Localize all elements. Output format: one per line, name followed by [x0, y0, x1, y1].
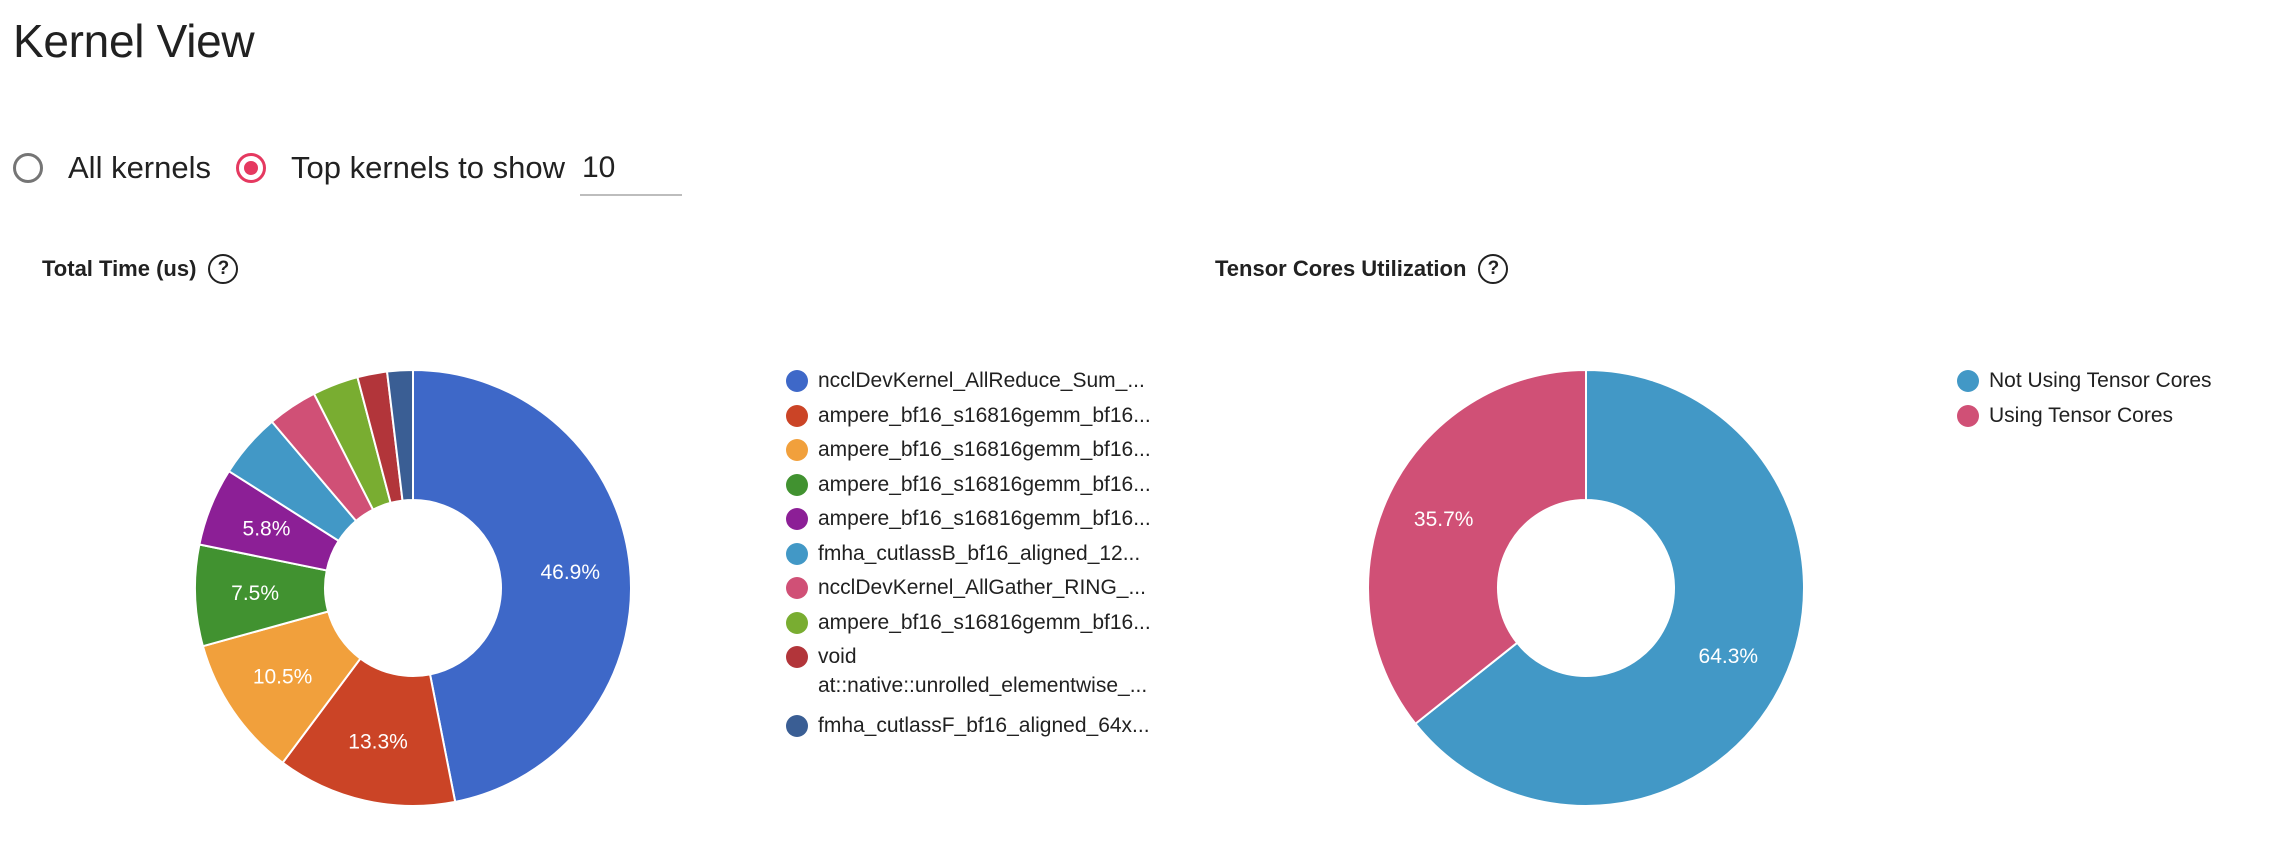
legend-swatch — [786, 473, 808, 496]
legend-item[interactable]: ncclDevKernel_AllGather_RING_... — [786, 573, 1146, 602]
pie-slice[interactable] — [1367, 368, 1587, 726]
legend-label: fmha_cutlassF_bf16_aligned_64x... — [818, 714, 1150, 737]
all-kernels-radio[interactable]: All kernels — [13, 146, 211, 190]
legend-swatch — [786, 646, 808, 668]
legend-label: ampere_bf16_s16816gemm_bf16... — [818, 403, 1151, 427]
legend-label: ncclDevKernel_AllReduce_Sum_... — [818, 369, 1145, 392]
total-time-title-text: Total Time (us) — [42, 256, 197, 281]
legend-label: ampere_bf16_s16816gemm_bf16... — [818, 610, 1151, 634]
legend-item[interactable]: Using Tensor Cores — [1957, 401, 2173, 430]
legend-swatch — [1957, 405, 1979, 427]
legend-item[interactable]: ncclDevKernel_AllReduce_Sum_... — [786, 366, 1145, 395]
tensor-cores-chart-title: Tensor Cores Utilization ? — [1215, 254, 1509, 284]
pie-slice[interactable] — [1414, 368, 1805, 807]
total-time-legend: ncclDevKernel_AllReduce_Sum_... ampere_bf… — [786, 366, 1206, 746]
legend-label: ncclDevKernel_AllGather_RING_... — [818, 576, 1146, 599]
legend-swatch — [786, 715, 808, 737]
top-kernels-label: Top kernels to show — [291, 150, 565, 185]
slice-data-label: 5.8% — [243, 517, 291, 540]
total-time-donut-chart: 46.9% 13.3% 10.5% 7.5% 5.8% — [194, 368, 632, 807]
legend-label: Not Using Tensor Cores — [1989, 369, 2212, 392]
legend-swatch — [786, 577, 808, 599]
legend-item[interactable]: ampere_bf16_s16816gemm_bf16... — [786, 435, 1151, 464]
legend-item[interactable]: fmha_cutlassF_bf16_aligned_64x... — [786, 711, 1150, 740]
tensor-cores-legend: Not Using Tensor Cores Using Tensor Cores — [1957, 366, 2257, 446]
legend-swatch — [786, 508, 808, 530]
tensor-cores-title-text: Tensor Cores Utilization — [1215, 256, 1467, 281]
tensor-cores-donut-chart: 64.3% 35.7% — [1367, 368, 1805, 807]
question-circle-icon[interactable]: ? — [208, 254, 239, 284]
legend-label: ampere_bf16_s16816gemm_bf16... — [818, 438, 1151, 461]
question-circle-icon[interactable]: ? — [1478, 254, 1509, 284]
legend-item[interactable]: ampere_bf16_s16816gemm_bf16... — [786, 470, 1151, 499]
legend-swatch — [786, 404, 808, 427]
legend-item[interactable]: ampere_bf16_s16816gemm_bf16... — [786, 608, 1151, 637]
legend-label: fmha_cutlassB_bf16_aligned_12... — [818, 541, 1141, 565]
top-kernels-input[interactable] — [580, 148, 682, 196]
page-title: Kernel View — [13, 15, 255, 67]
legend-item[interactable]: fmha_cutlassB_bf16_aligned_12... — [786, 539, 1140, 568]
pie-slice[interactable] — [385, 368, 414, 502]
legend-label: Using Tensor Cores — [1989, 404, 2174, 427]
legend-item[interactable]: ampere_bf16_s16816gemm_bf16... — [786, 401, 1151, 430]
all-kernels-label: All kernels — [68, 150, 211, 185]
slice-data-label: 10.5% — [253, 666, 313, 689]
total-time-chart-title: Total Time (us) ? — [42, 254, 239, 284]
legend-swatch — [786, 439, 808, 461]
legend-swatch — [786, 611, 808, 634]
slice-data-label: 46.9% — [540, 561, 600, 584]
pie-slice[interactable] — [281, 657, 457, 807]
legend-label: ampere_bf16_s16816gemm_bf16... — [818, 507, 1151, 530]
slice-data-label: 13.3% — [348, 731, 408, 754]
legend-swatch — [786, 370, 808, 392]
all-kernels-radio-circle[interactable] — [13, 153, 43, 183]
legend-swatch — [786, 542, 808, 565]
legend-label: void at::native::unrolled_elementwise_... — [818, 645, 1148, 697]
legend-item[interactable]: void at::native::unrolled_elementwise_... — [786, 642, 1147, 700]
pie-slice[interactable] — [412, 368, 632, 804]
top-kernels-radio[interactable]: Top kernels to show — [236, 146, 565, 190]
legend-item[interactable]: Not Using Tensor Cores — [1957, 366, 2212, 395]
legend-label: ampere_bf16_s16816gemm_bf16... — [818, 472, 1151, 496]
legend-item[interactable]: ampere_bf16_s16816gemm_bf16... — [786, 504, 1151, 533]
slice-data-label: 7.5% — [231, 582, 279, 605]
slice-data-label: 35.7% — [1414, 508, 1474, 531]
legend-swatch — [1957, 370, 1979, 392]
slice-data-label: 64.3% — [1699, 645, 1759, 668]
top-kernels-radio-circle[interactable] — [236, 153, 266, 183]
